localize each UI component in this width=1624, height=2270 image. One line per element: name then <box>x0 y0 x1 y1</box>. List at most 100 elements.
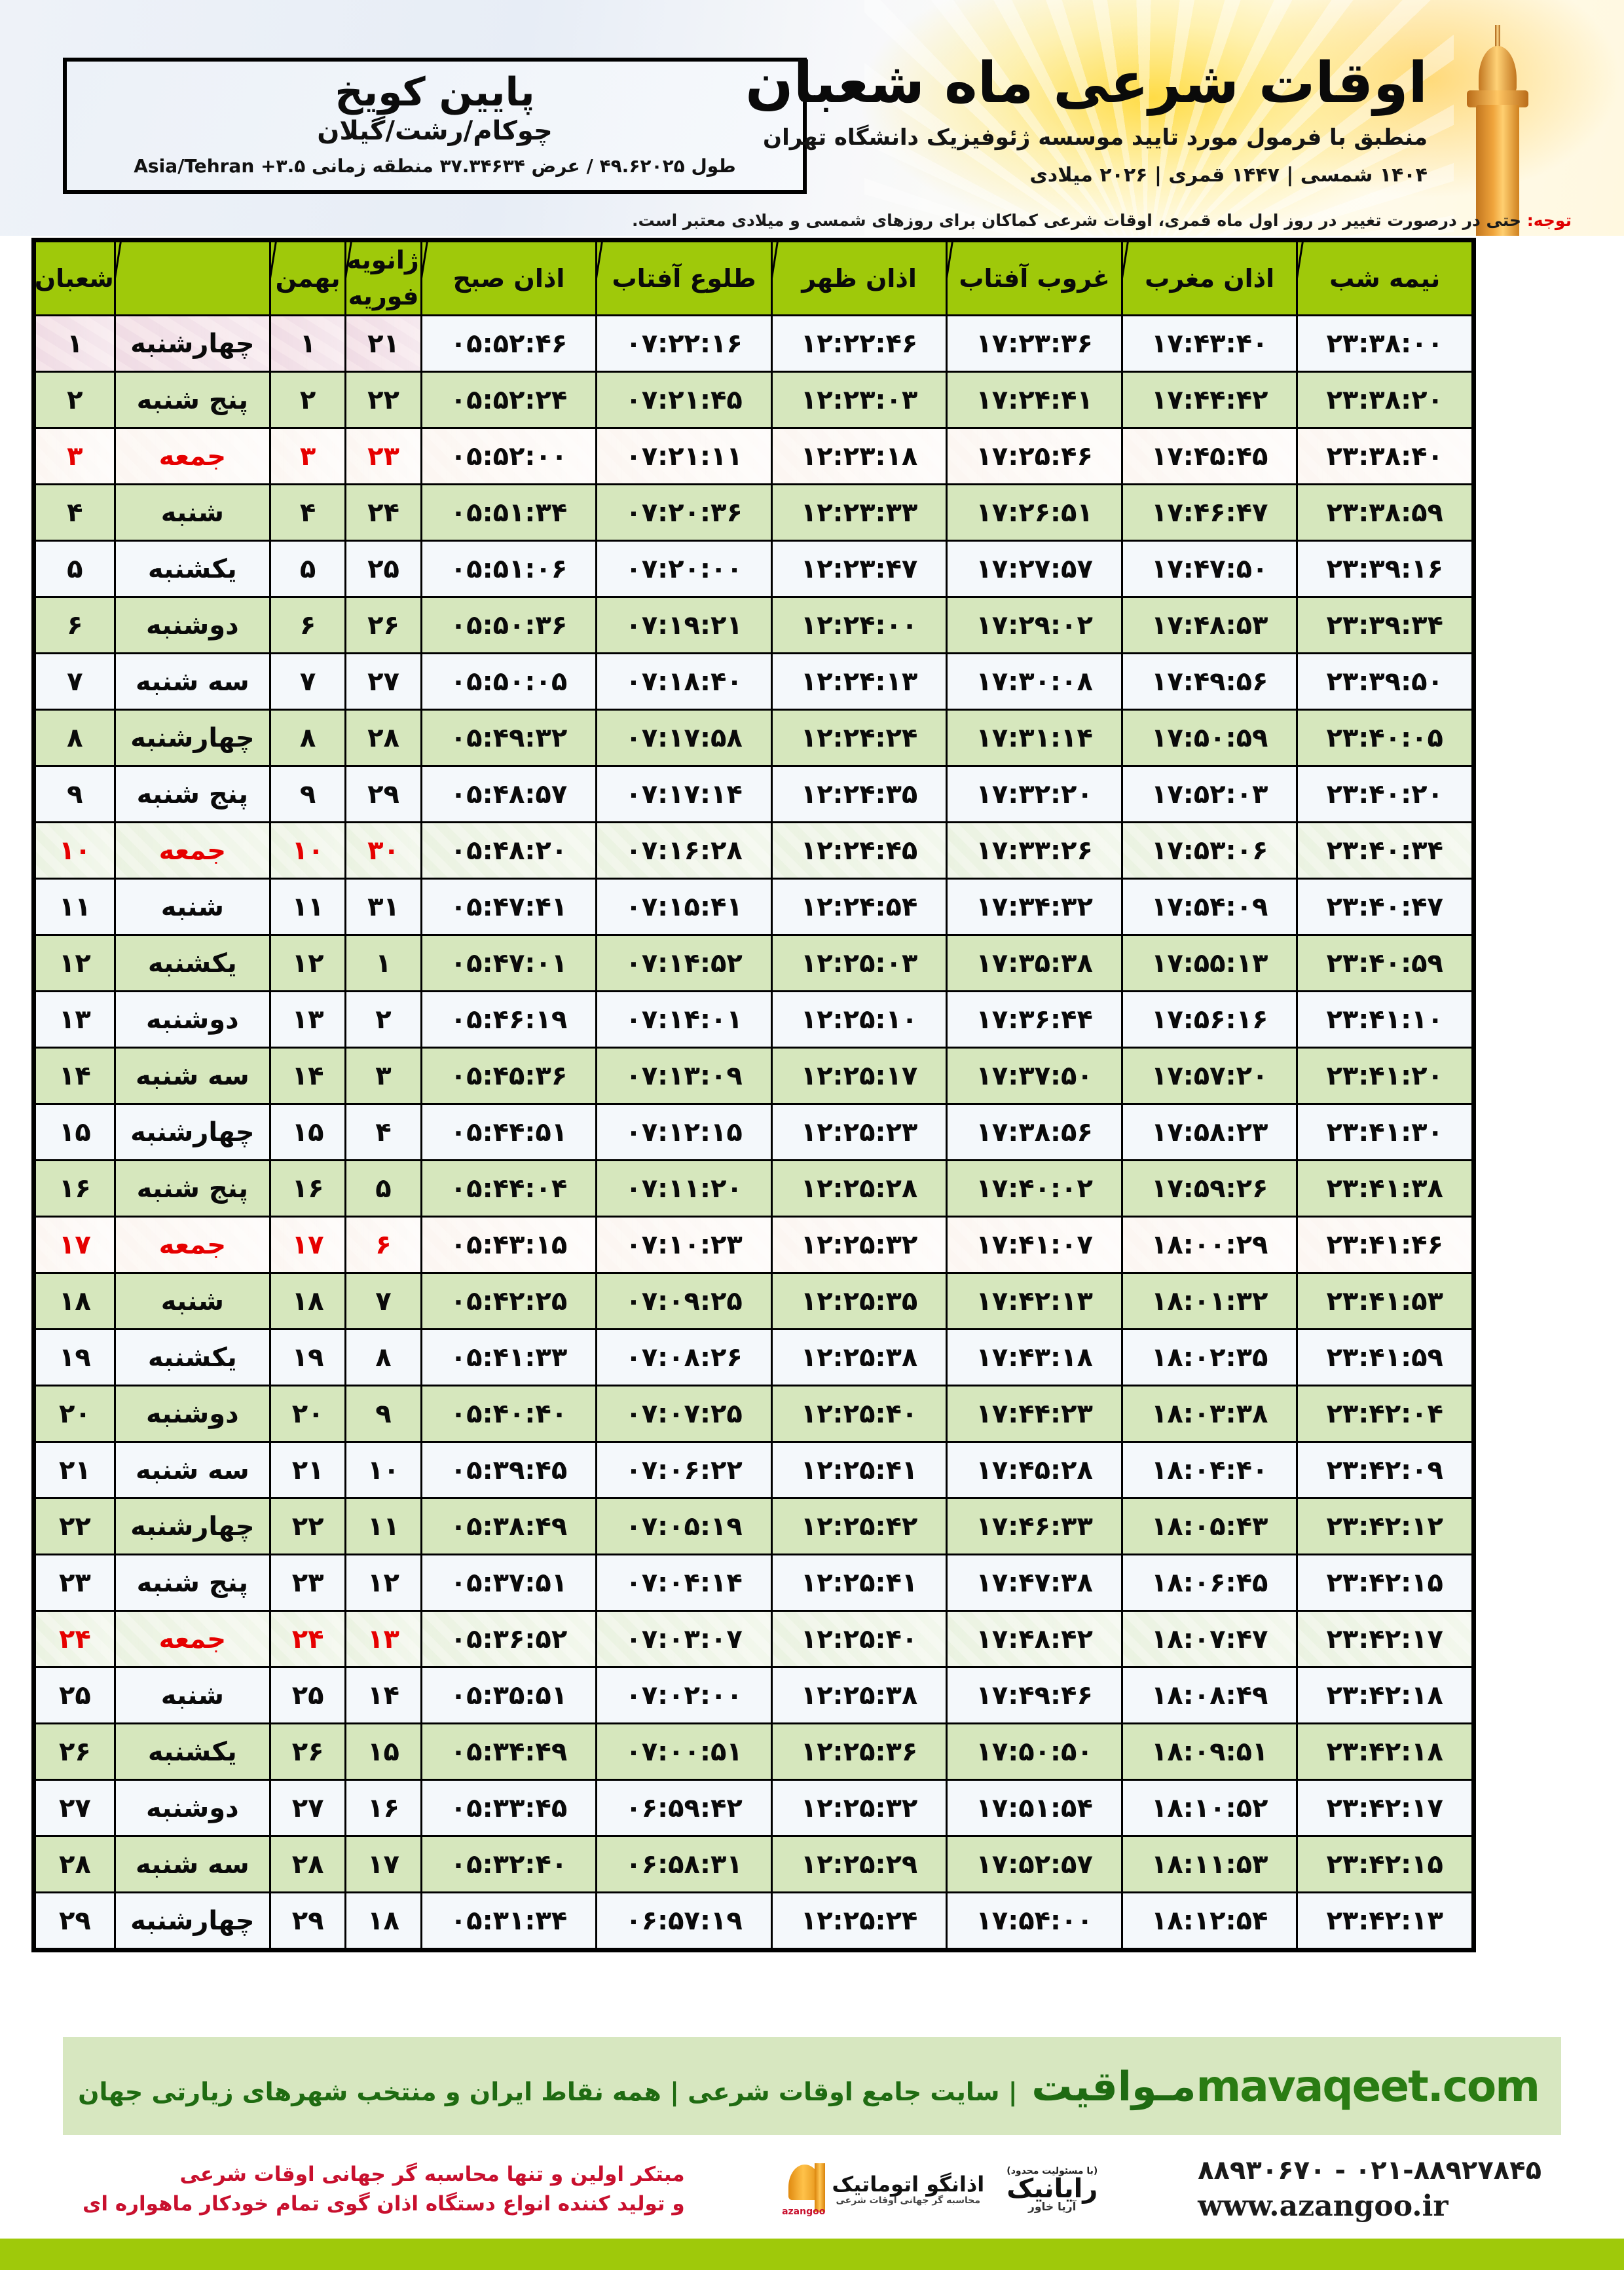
cell-dhuhr: ۱۲:۲۵:۴۱ <box>770 1441 948 1500</box>
cell-sunrise: ۰۷:۲۰:۳۶ <box>595 483 773 542</box>
brand-main-label: مـواقیت <box>1031 2062 1196 2110</box>
cell-fajr: ۰۵:۵۰:۳۶ <box>420 596 598 655</box>
cell-maghrib: ۱۸:۰۵:۴۳ <box>1120 1497 1299 1556</box>
cell-dhuhr: ۱۲:۲۴:۴۵ <box>770 821 948 880</box>
brand-website-en[interactable]: mavaqeet.com <box>1196 2060 1540 2112</box>
cell-shaban-day: ۱۵ <box>34 1103 116 1162</box>
cell-dhuhr: ۱۲:۲۵:۳۲ <box>770 1779 948 1838</box>
cell-fajr: ۰۵:۵۲:۲۴ <box>420 371 598 430</box>
rayanik-logo-sub: آریا خاور <box>1028 2200 1077 2214</box>
cell-jalali-day: ۱۰ <box>268 821 347 880</box>
cell-jalali-day: ۱ <box>268 314 347 373</box>
cell-fajr: ۰۵:۵۱:۳۴ <box>420 483 598 542</box>
cell-sunset: ۱۷:۳۳:۲۶ <box>946 821 1123 880</box>
cell-fajr: ۰۵:۴۴:۰۴ <box>420 1159 598 1218</box>
cell-dhuhr: ۱۲:۲۳:۳۳ <box>770 483 948 542</box>
cell-jalali-day: ۶ <box>268 596 347 655</box>
cell-gregorian-day: ۴ <box>344 1103 422 1162</box>
col-header-dhuhr: اذان ظهر <box>770 240 948 317</box>
cell-gregorian-day: ۲۵ <box>344 540 422 599</box>
cell-dhuhr: ۱۲:۲۴:۳۵ <box>770 765 948 824</box>
cell-weekday: دوشنبه <box>113 596 271 655</box>
cell-midnight: ۲۳:۴۲:۱۵ <box>1296 1554 1473 1612</box>
cell-shaban-day: ۲۲ <box>34 1497 116 1556</box>
cell-fajr: ۰۵:۵۲:۰۰ <box>420 427 598 486</box>
cell-maghrib: ۱۷:۴۹:۵۶ <box>1120 652 1299 711</box>
cell-maghrib: ۱۷:۵۷:۲۰ <box>1120 1047 1299 1106</box>
cell-maghrib: ۱۸:۰۹:۵۱ <box>1120 1722 1299 1781</box>
cell-sunrise: ۰۷:۱۷:۱۴ <box>595 765 773 824</box>
footer-contact-row: ۰۲۱-۸۸۹۲۷۸۴۵ - ۸۸۹۳۰۶۷۰ www.azangoo.ir (… <box>63 2140 1561 2239</box>
cell-weekday: جمعه <box>113 821 271 880</box>
table-row: ۲۳:۴۲:۱۷ ۱۸:۰۷:۴۷ ۱۷:۴۸:۴۲ ۱۲:۲۵:۴۰ ۰۷:۰۳:۰۷… <box>34 1610 1473 1669</box>
cell-midnight: ۲۳:۳۹:۱۶ <box>1296 540 1473 599</box>
cell-shaban-day: ۲۱ <box>34 1441 116 1500</box>
cell-jalali-day: ۸ <box>268 709 347 768</box>
cell-dhuhr: ۱۲:۲۵:۴۰ <box>770 1610 948 1669</box>
cell-gregorian-day: ۱۶ <box>344 1779 422 1838</box>
cell-sunset: ۱۷:۲۴:۴۱ <box>946 371 1123 430</box>
table-row: ۲۳:۳۹:۱۶ ۱۷:۴۷:۵۰ ۱۷:۲۷:۵۷ ۱۲:۲۳:۴۷ ۰۷:۲۰:۰۰… <box>34 540 1473 599</box>
cell-sunrise: ۰۷:۱۳:۰۹ <box>595 1047 773 1106</box>
brand-tagline: | سایت جامع اوقات شرعی | همه نقاط ایران … <box>78 2077 1018 2106</box>
cell-shaban-day: ۱۷ <box>34 1216 116 1275</box>
cell-sunrise: ۰۷:۱۸:۴۰ <box>595 652 773 711</box>
cell-weekday: یکشنبه <box>113 1328 271 1387</box>
cell-gregorian-day: ۹ <box>344 1385 422 1443</box>
table-row: ۲۳:۴۰:۴۷ ۱۷:۵۴:۰۹ ۱۷:۳۴:۳۲ ۱۲:۲۴:۵۴ ۰۷:۱۵:۴۱… <box>34 878 1473 937</box>
cell-maghrib: ۱۷:۴۳:۴۰ <box>1120 314 1299 373</box>
page-title: اوقات شرعی ماه شعبان <box>745 50 1428 116</box>
cell-shaban-day: ۹ <box>34 765 116 824</box>
col-header-sunset: غروب آفتاب <box>946 240 1123 317</box>
cell-sunrise: ۰۷:۰۴:۱۴ <box>595 1554 773 1612</box>
location-coordinates: طول ۴۹.۶۲۰۲۵ / عرض ۳۷.۳۴۶۳۴ منطقه زمانی … <box>134 155 736 177</box>
cell-jalali-day: ۲۴ <box>268 1610 347 1669</box>
cell-weekday: چهارشنبه <box>113 1497 271 1556</box>
contact-website[interactable]: www.azangoo.ir <box>1198 2189 1449 2223</box>
cell-maghrib: ۱۸:۰۳:۳۸ <box>1120 1385 1299 1443</box>
col-header-sunrise: طلوع آفتاب <box>595 240 773 317</box>
cell-sunrise: ۰۷:۲۲:۱۶ <box>595 314 773 373</box>
cell-midnight: ۲۳:۴۲:۱۷ <box>1296 1610 1473 1669</box>
cell-fajr: ۰۵:۴۴:۵۱ <box>420 1103 598 1162</box>
cell-sunrise: ۰۶:۵۹:۴۲ <box>595 1779 773 1838</box>
cell-weekday: سه شنبه <box>113 1047 271 1106</box>
table-body: ۲۳:۳۸:۰۰ ۱۷:۴۳:۴۰ ۱۷:۲۳:۳۶ ۱۲:۲۲:۴۶ ۰۷:۲۲:۱۶… <box>34 314 1473 1950</box>
location-card: پایین کویخ چوکام/رشت/گیلان طول ۴۹.۶۲۰۲۵ … <box>63 58 807 194</box>
cell-jalali-day: ۹ <box>268 765 347 824</box>
cell-jalali-day: ۲ <box>268 371 347 430</box>
cell-midnight: ۲۳:۳۸:۰۰ <box>1296 314 1473 373</box>
table-row: ۲۳:۳۸:۴۰ ۱۷:۴۵:۴۵ ۱۷:۲۵:۴۶ ۱۲:۲۳:۱۸ ۰۷:۲۱:۱۱… <box>34 427 1473 486</box>
footer-red-line-2: و تولید کننده انواع دستگاه اذان گوی تمام… <box>83 2192 685 2216</box>
cell-maghrib: ۱۸:۱۲:۵۴ <box>1120 1891 1299 1950</box>
cell-jalali-day: ۷ <box>268 652 347 711</box>
cell-sunrise: ۰۷:۱۱:۲۰ <box>595 1159 773 1218</box>
minaret-icon <box>1449 25 1547 236</box>
azangoo-wordmark: azangoo <box>782 2206 826 2217</box>
cell-midnight: ۲۳:۴۱:۱۰ <box>1296 990 1473 1049</box>
col-header-shaban: شعبان <box>34 240 116 317</box>
cell-sunset: ۱۷:۴۱:۰۷ <box>946 1216 1123 1275</box>
cell-maghrib: ۱۸:۰۷:۴۷ <box>1120 1610 1299 1669</box>
cell-dhuhr: ۱۲:۲۴:۵۴ <box>770 878 948 937</box>
cell-sunrise: ۰۷:۱۷:۵۸ <box>595 709 773 768</box>
cell-gregorian-day: ۵ <box>344 1159 422 1218</box>
cell-gregorian-day: ۱۸ <box>344 1891 422 1950</box>
cell-weekday: چهارشنبه <box>113 314 271 373</box>
cell-shaban-day: ۲۹ <box>34 1891 116 1950</box>
cell-weekday: سه شنبه <box>113 1835 271 1894</box>
cell-maghrib: ۱۷:۵۶:۱۶ <box>1120 990 1299 1049</box>
cell-sunset: ۱۷:۳۱:۱۴ <box>946 709 1123 768</box>
cell-dhuhr: ۱۲:۲۵:۳۸ <box>770 1666 948 1725</box>
table-row: ۲۳:۴۱:۵۹ ۱۸:۰۲:۳۵ ۱۷:۴۳:۱۸ ۱۲:۲۵:۳۸ ۰۷:۰۸:۲۶… <box>34 1328 1473 1387</box>
cell-maghrib: ۱۸:۱۱:۵۳ <box>1120 1835 1299 1894</box>
table-row: ۲۳:۴۲:۱۷ ۱۸:۱۰:۵۲ ۱۷:۵۱:۵۴ ۱۲:۲۵:۳۲ ۰۶:۵۹:۴۲… <box>34 1779 1473 1838</box>
cell-shaban-day: ۵ <box>34 540 116 599</box>
cell-sunset: ۱۷:۵۰:۵۰ <box>946 1722 1123 1781</box>
cell-dhuhr: ۱۲:۲۵:۳۲ <box>770 1216 948 1275</box>
cell-sunrise: ۰۷:۱۰:۲۳ <box>595 1216 773 1275</box>
note-text: حتی در درصورت تغییر در روز اول ماه قمری،… <box>632 211 1522 230</box>
cell-jalali-day: ۵ <box>268 540 347 599</box>
cell-midnight: ۲۳:۴۱:۵۹ <box>1296 1328 1473 1387</box>
cell-weekday: دوشنبه <box>113 990 271 1049</box>
